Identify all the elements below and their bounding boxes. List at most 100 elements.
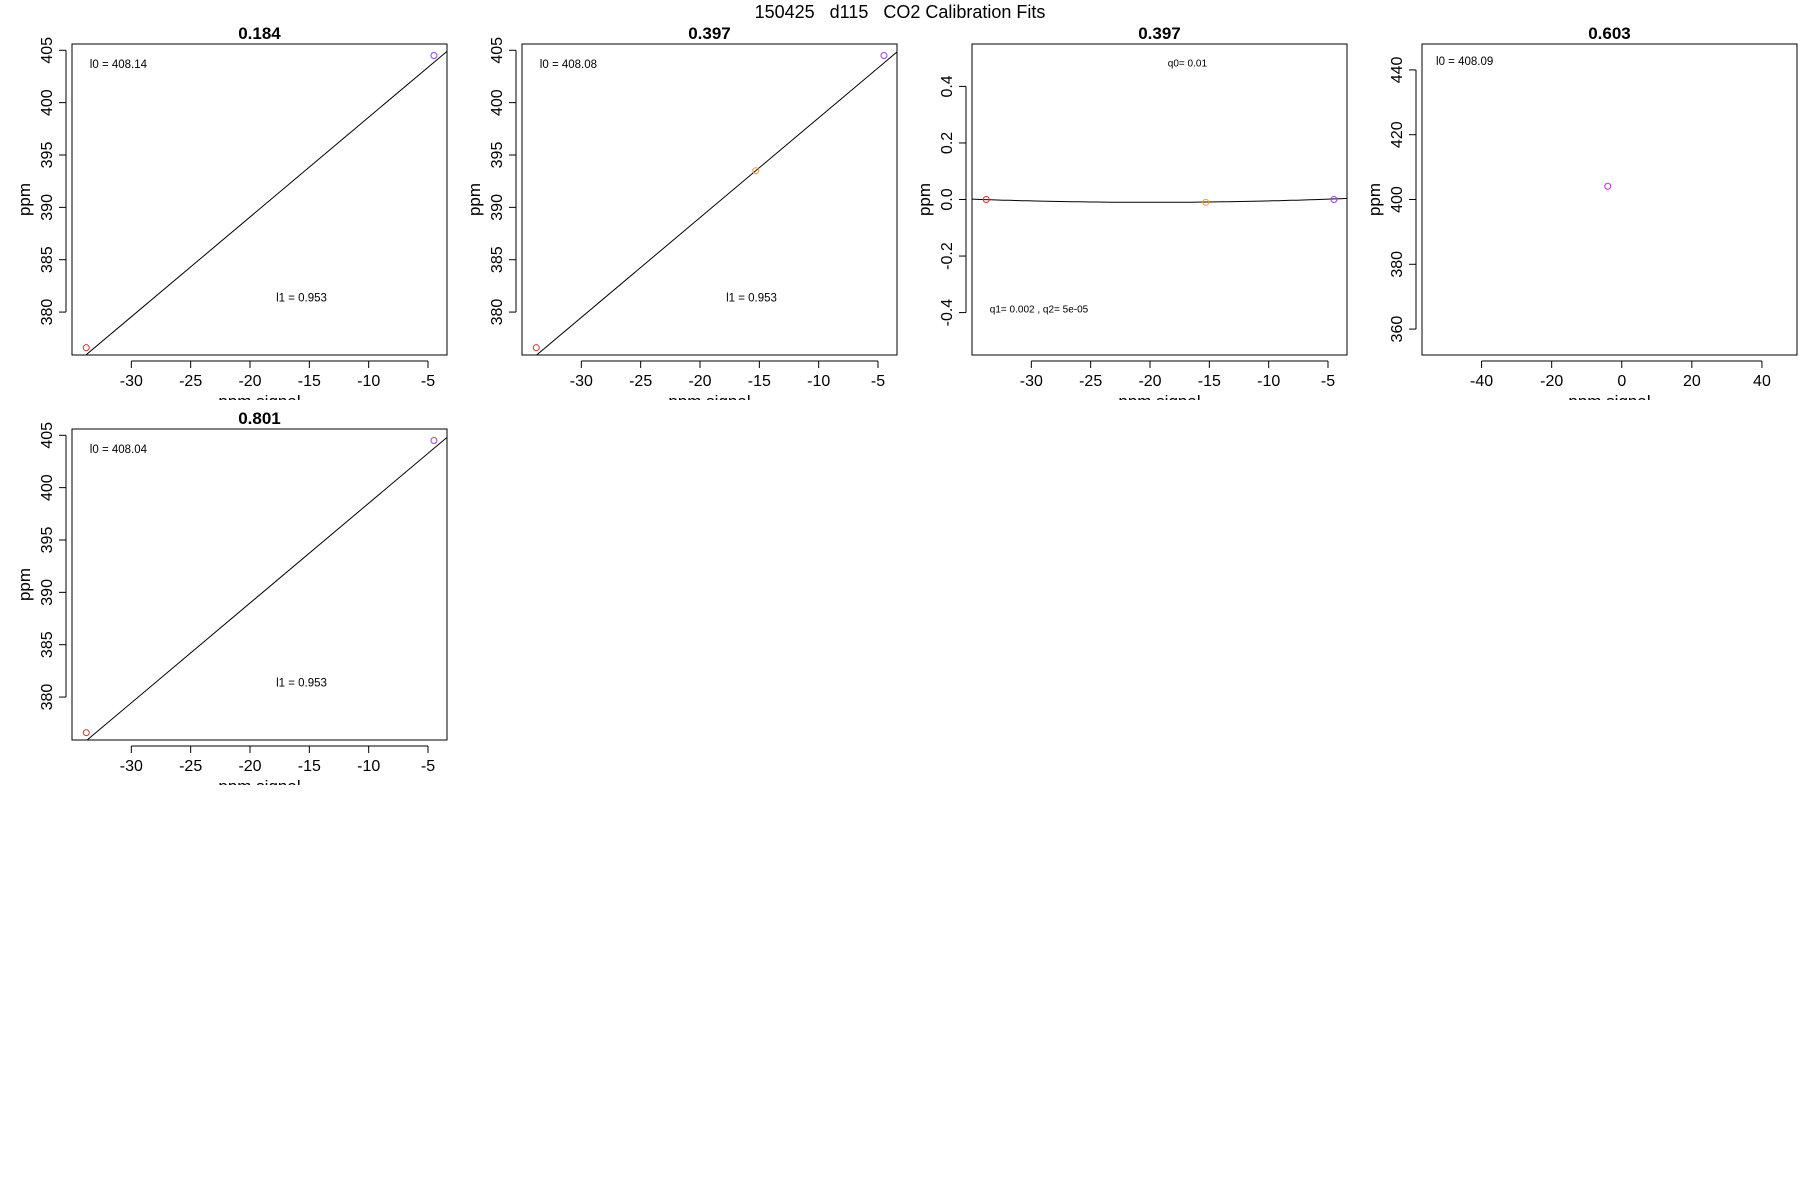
x-tick-label: 0 [1617, 373, 1626, 390]
y-tick-label: 0.4 [939, 75, 956, 97]
chart-panel-2: 0.397 -30 -25 -20 -15 -10 -5 ppm signal 380 385 39… [465, 24, 898, 400]
data-point [1330, 196, 1338, 203]
x-tick-label: -25 [179, 373, 202, 390]
fit-annotation: l0 = 408.14 [90, 59, 148, 71]
data-point [82, 729, 90, 737]
plot-frame [71, 43, 448, 356]
y-tick-label: 390 [39, 194, 56, 221]
x-axis-label: ppm signal [218, 392, 300, 400]
x-axis-label: ppm signal [218, 777, 300, 785]
y-axis-label: ppm [15, 183, 34, 216]
fit-annotation: l0 = 408.04 [90, 444, 148, 456]
x-axis-label: ppm signal [1118, 392, 1200, 400]
chart-title: 0.184 [238, 24, 281, 43]
x-tick-label: -15 [1198, 373, 1221, 390]
y-tick-label: 440 [1389, 56, 1406, 83]
x-tick-label: -5 [421, 373, 435, 390]
x-tick-label: -5 [421, 758, 435, 775]
y-tick-label: 420 [1389, 121, 1406, 148]
y-tick-label: 390 [39, 579, 56, 606]
chart-panel-4: 0.603 -40 -20 0 20 40 ppm signal 360 380 400 420 44… [1365, 24, 1798, 400]
y-tick-label: 395 [39, 142, 56, 169]
x-tick-label: -20 [238, 758, 261, 775]
x-tick-label: -30 [1020, 373, 1043, 390]
data-point [982, 196, 990, 203]
x-tick-label: -25 [179, 758, 202, 775]
plot-area [82, 50, 447, 355]
fit-annotation: q1= 0.002 , q2= 5e-05 [990, 305, 1089, 316]
data-point [880, 52, 888, 60]
y-tick-label: 400 [489, 89, 506, 116]
y-tick-label: 405 [39, 37, 56, 64]
chart-title: 0.603 [1588, 24, 1631, 43]
fit-annotation: l1 = 0.953 [276, 293, 327, 305]
data-point [532, 344, 540, 352]
data-point [1202, 198, 1210, 206]
plot-frame [521, 43, 898, 356]
plot-area [972, 196, 1347, 206]
fit-annotation: l1 = 0.953 [276, 678, 327, 690]
x-axis-label: ppm signal [668, 392, 750, 400]
fit-annotation: l1 = 0.953 [726, 293, 777, 305]
x-tick-label: -20 [1540, 373, 1563, 390]
figure-title: 150425 d115 CO2 Calibration Fits [754, 2, 1046, 22]
y-tick-label: -0.2 [939, 242, 956, 270]
x-tick-label: -10 [807, 373, 830, 390]
y-tick-label: 380 [489, 299, 506, 326]
x-tick-label: -40 [1470, 373, 1493, 390]
x-axis-label: ppm signal [1568, 392, 1650, 400]
data-point [430, 437, 438, 445]
y-tick-label: 400 [1389, 186, 1406, 213]
y-axis-label: ppm [1365, 183, 1384, 216]
x-tick-label: -5 [871, 373, 885, 390]
y-tick-label: 380 [39, 299, 56, 326]
fit-curve [972, 197, 1347, 203]
x-tick-label: -30 [120, 758, 143, 775]
x-tick-label: -30 [570, 373, 593, 390]
y-tick-label: 400 [39, 474, 56, 501]
plot-frame [1421, 43, 1798, 356]
y-tick-label: 405 [489, 37, 506, 64]
x-tick-label: -25 [1079, 373, 1102, 390]
data-point [430, 52, 438, 60]
data-point [82, 344, 90, 352]
x-tick-label: -10 [1257, 373, 1280, 390]
y-axis-label: ppm [915, 183, 934, 216]
y-tick-label: 400 [39, 89, 56, 116]
y-tick-label: 395 [39, 527, 56, 554]
x-tick-label: -10 [357, 373, 380, 390]
plot-area [82, 436, 447, 740]
chart-title: 0.397 [688, 24, 731, 43]
fit-line [85, 50, 447, 355]
fit-annotation: l0 = 408.08 [540, 59, 597, 71]
chart-panel-5: 0.801 -30 -25 -20 -15 -10 -5 ppm signal 380 385 39… [15, 409, 448, 785]
y-tick-label: 380 [1389, 251, 1406, 278]
y-tick-label: 385 [489, 246, 506, 273]
chart-title: 0.801 [238, 409, 281, 428]
data-point [752, 167, 760, 175]
plot-area [532, 51, 897, 355]
y-tick-label: 395 [489, 142, 506, 169]
fit-annotation: l0 = 408.09 [1436, 56, 1493, 68]
y-tick-label: 0.2 [939, 132, 956, 154]
fit-line [86, 436, 447, 740]
x-tick-label: 20 [1683, 373, 1701, 390]
x-tick-label: -10 [357, 758, 380, 775]
y-axis-label: ppm [465, 183, 484, 216]
x-tick-label: -20 [688, 373, 711, 390]
y-tick-label: -0.4 [939, 299, 956, 327]
y-tick-label: 360 [1389, 316, 1406, 343]
y-tick-label: 385 [39, 246, 56, 273]
x-tick-label: -15 [298, 373, 321, 390]
x-tick-label: -20 [238, 373, 261, 390]
y-tick-label: 0.0 [939, 188, 956, 210]
x-tick-label: -15 [748, 373, 771, 390]
chart-title: 0.397 [1138, 24, 1181, 43]
y-tick-label: 390 [489, 194, 506, 221]
x-tick-label: -20 [1138, 373, 1161, 390]
x-tick-label: -15 [298, 758, 321, 775]
x-tick-label: -25 [629, 373, 652, 390]
x-tick-label: -5 [1321, 373, 1335, 390]
fit-annotation: q0= 0.01 [1168, 59, 1208, 70]
y-tick-label: 380 [39, 684, 56, 711]
